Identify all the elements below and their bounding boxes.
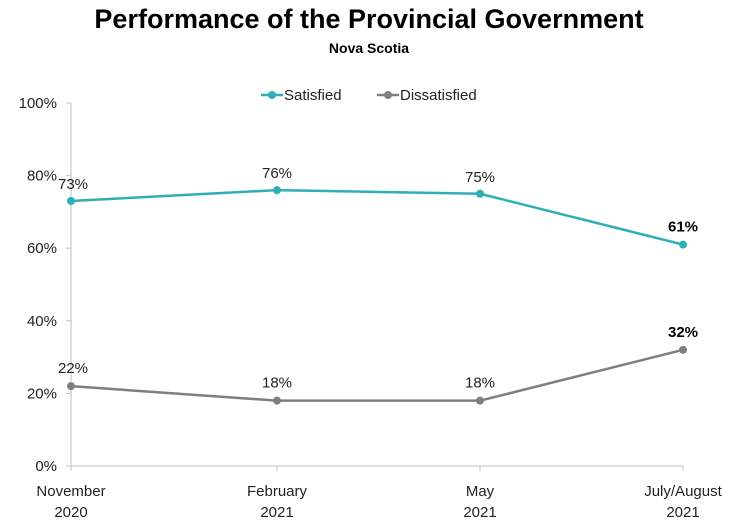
y-tick-label: 0%	[35, 458, 57, 475]
data-point	[476, 396, 484, 405]
legend-entry: Satisfied	[284, 87, 342, 104]
data-point	[679, 240, 687, 249]
x-tick-label: November	[36, 483, 105, 500]
y-tick-label: 40%	[27, 313, 57, 330]
chart-title: Performance of the Provincial Government	[94, 4, 644, 34]
data-label: 61%	[668, 219, 698, 236]
data-label: 75%	[465, 169, 495, 186]
data-point	[679, 345, 687, 354]
data-point	[67, 197, 75, 206]
x-tick-label: July/August	[644, 483, 722, 500]
chart-subtitle: Nova Scotia	[328, 40, 410, 56]
x-tick-label: May	[466, 483, 495, 500]
x-tick-label: 2020	[54, 504, 87, 520]
data-label: 32%	[668, 324, 698, 341]
data-point	[273, 186, 281, 195]
data-point	[476, 189, 484, 198]
data-point	[67, 382, 75, 391]
data-label: 73%	[58, 176, 88, 193]
data-label: 18%	[465, 375, 495, 392]
data-point	[273, 396, 281, 405]
data-label: 22%	[58, 360, 88, 377]
x-tick-label: 2021	[666, 504, 699, 520]
data-label: 76%	[262, 165, 292, 182]
x-tick-label: 2021	[260, 504, 293, 520]
legend-entry: Dissatisfied	[400, 87, 477, 104]
data-label: 18%	[262, 375, 292, 392]
x-tick-label: 2021	[463, 504, 496, 520]
y-tick-label: 80%	[27, 168, 57, 185]
y-tick-label: 100%	[19, 95, 57, 112]
y-tick-label: 60%	[27, 240, 57, 257]
series-line-dissatisfied	[70, 348, 684, 402]
legend-swatch-marker	[268, 91, 276, 99]
series-line-satisfied	[70, 188, 684, 246]
y-tick-label: 20%	[27, 385, 57, 402]
x-tick-label: February	[247, 483, 308, 500]
legend-swatch-marker	[384, 91, 392, 99]
